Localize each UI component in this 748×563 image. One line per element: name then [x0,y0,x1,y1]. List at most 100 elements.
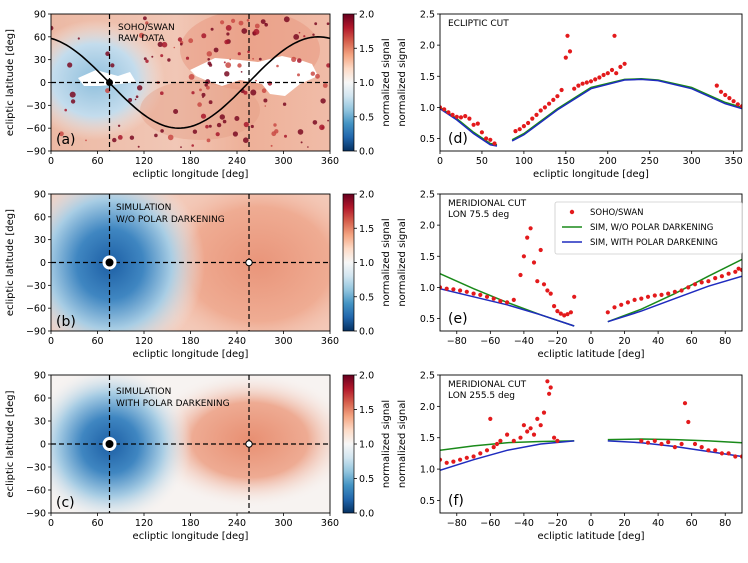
speckle [177,37,183,42]
data-point [551,97,556,102]
data-point [541,410,547,415]
panel-label-d: (d) [448,131,468,147]
data-point [545,288,550,293]
xtick-label: 300 [683,156,701,167]
data-point [535,416,540,421]
xtick-label: 40 [652,336,664,347]
data-point [555,94,560,99]
data-point [458,115,464,120]
map-ytick-label: −60 [26,124,46,135]
data-point [706,448,711,453]
data-point [538,247,543,253]
xtick-label: −80 [447,518,467,529]
speckle [137,145,140,148]
markers-b [102,255,253,270]
data-point [552,435,557,440]
data-point [699,280,704,285]
speckle [246,19,250,22]
data-point [612,305,617,310]
speckle [307,146,309,148]
data-point [513,129,518,134]
sun-direction-marker [102,437,117,451]
speckle [225,25,232,31]
speckle [145,21,149,25]
speckle [224,39,229,45]
speckle [204,83,208,87]
speckle [327,119,329,122]
data-point [723,92,728,98]
data-point [464,289,469,294]
speckle [105,51,110,56]
data-point [498,299,503,304]
speckle [276,64,279,68]
anti-sun-marker [245,258,253,267]
xtick-label: 200 [599,156,617,167]
map-xtick-label: 240 [228,156,246,167]
speckle [298,31,301,34]
speckle [145,59,149,63]
xtick-label: −80 [447,336,467,347]
map-xaxis-label: ecliptic longitude [deg] [133,169,249,180]
map-ytick-label: 90 [34,190,46,201]
data-point [444,460,449,465]
speckle [253,28,260,35]
panel-label-f: (f) [448,493,464,509]
ytick-label: 1.0 [420,103,435,114]
map-ytick-label: 30 [34,417,46,428]
panel-label-b: (b) [56,314,76,330]
speckle [188,74,195,80]
xtick-label: 20 [619,518,631,529]
ytick-label: 2.0 [420,221,435,232]
speckle [282,102,287,106]
data-point [531,432,537,437]
map-ytick-label: −90 [26,509,46,520]
map-ytick-label: 60 [34,212,46,223]
speckle [143,57,147,61]
colorbar-tick-label: 0.0 [359,327,374,338]
data-point [538,423,543,428]
data-point [552,304,557,309]
data-point [528,226,533,231]
data-point [719,451,725,456]
data-point [548,385,553,390]
data-point [528,426,533,431]
data-point [545,379,550,384]
cut-panel-e: −80 −60 −40 −20 0 20 40 60 80 2.5 2.0 1.5 1.0 0.5 ecli… [397,190,743,360]
speckle [167,134,174,141]
data-point [525,429,530,434]
speckle [238,20,244,26]
raw-data-speckles [51,16,330,149]
speckle [320,98,326,104]
speckle [319,124,325,131]
data-point [534,112,539,117]
xtick-label: 250 [641,156,659,167]
map-ytick-label: −60 [26,304,46,315]
speckle [64,108,67,112]
speckle [254,23,260,29]
xtick-label: 350 [725,156,743,167]
map-ytick-label: −60 [26,486,46,497]
map-ytick-label: 90 [34,371,46,382]
data-point [562,313,567,318]
speckle [264,105,267,107]
speckle [326,63,330,68]
colorbar-tick-label: 0.5 [359,474,374,485]
data-point [471,454,476,459]
data-point [614,71,619,76]
data-point [580,81,585,86]
speckle [232,131,238,137]
legend-swatch-swan [569,209,575,215]
speckle [110,63,115,68]
speckle [67,62,73,68]
ytick-label: 1.0 [420,283,435,294]
speckle [201,33,207,39]
colorbar-tick-label: 1.5 [359,44,374,55]
map-ytick-label: −30 [26,281,46,292]
data-point [450,112,455,117]
speckle [70,99,76,104]
speckle [216,122,222,128]
data-point [593,77,598,82]
map-ytick-label: 60 [34,32,46,43]
speckle [69,91,76,98]
data-point [442,107,447,112]
